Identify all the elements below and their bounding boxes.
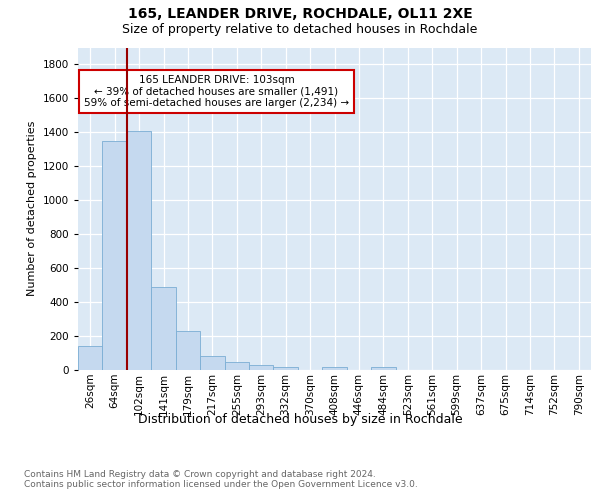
Bar: [151, 287, 176, 370]
Bar: [371, 368, 395, 370]
Text: Size of property relative to detached houses in Rochdale: Size of property relative to detached ho…: [122, 22, 478, 36]
Bar: [274, 366, 298, 370]
Bar: [103, 141, 127, 370]
Text: 165 LEANDER DRIVE: 103sqm
← 39% of detached houses are smaller (1,491)
59% of se: 165 LEANDER DRIVE: 103sqm ← 39% of detac…: [84, 75, 349, 108]
Bar: [322, 368, 347, 370]
Bar: [200, 356, 224, 370]
Bar: [224, 362, 249, 370]
Text: Distribution of detached houses by size in Rochdale: Distribution of detached houses by size …: [137, 412, 463, 426]
Bar: [78, 346, 103, 370]
Bar: [176, 331, 200, 370]
Bar: [249, 365, 274, 370]
Text: Contains HM Land Registry data © Crown copyright and database right 2024.
Contai: Contains HM Land Registry data © Crown c…: [24, 470, 418, 490]
Text: 165, LEANDER DRIVE, ROCHDALE, OL11 2XE: 165, LEANDER DRIVE, ROCHDALE, OL11 2XE: [128, 8, 472, 22]
Y-axis label: Number of detached properties: Number of detached properties: [27, 121, 37, 296]
Bar: [127, 130, 151, 370]
